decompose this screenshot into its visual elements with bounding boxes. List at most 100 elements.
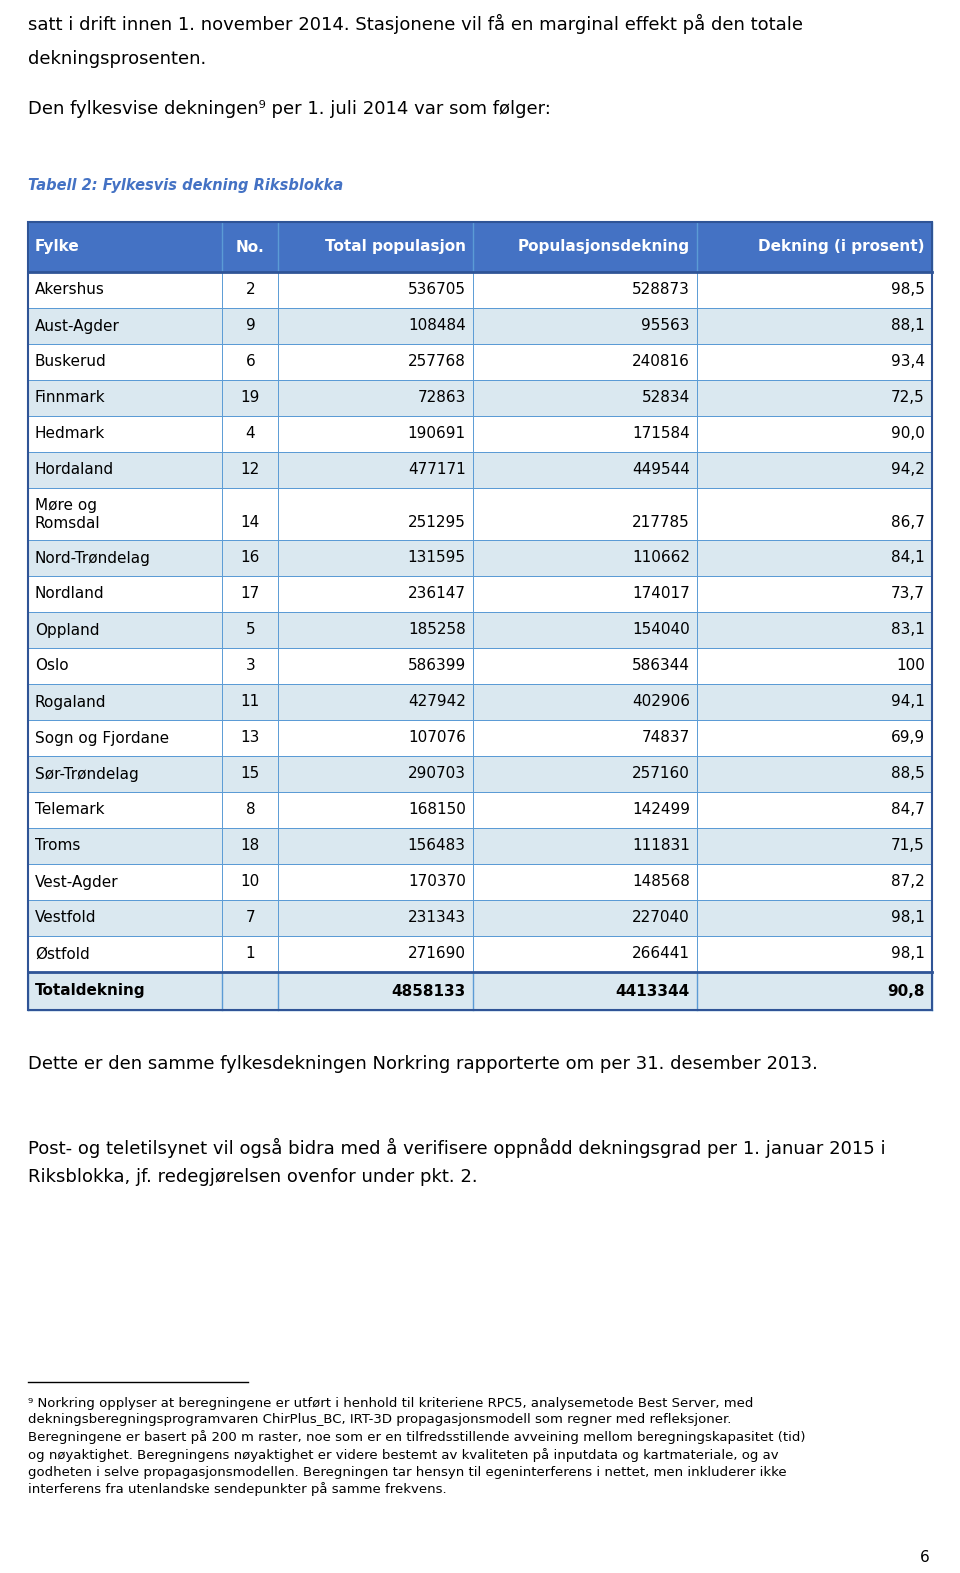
Text: Vest-Agder: Vest-Agder [35, 875, 119, 889]
Text: 100: 100 [896, 659, 925, 673]
Bar [28, 451, 932, 488]
Text: 6: 6 [921, 1549, 930, 1565]
Text: 74837: 74837 [641, 730, 690, 746]
Text: 236147: 236147 [408, 587, 466, 601]
Bar [28, 648, 932, 684]
Text: 217785: 217785 [633, 514, 690, 530]
Text: 8: 8 [246, 802, 255, 818]
Text: 11: 11 [241, 695, 260, 709]
Text: 586399: 586399 [407, 659, 466, 673]
Bar [28, 757, 932, 791]
Bar [28, 972, 932, 1010]
Text: 168150: 168150 [408, 802, 466, 818]
Text: Hedmark: Hedmark [35, 426, 106, 442]
Text: Dette er den samme fylkesdekningen Norkring rapporterte om per 31. desember 2013: Dette er den samme fylkesdekningen Norkr… [28, 1055, 818, 1073]
Bar [28, 720, 932, 757]
Text: 402906: 402906 [632, 695, 690, 709]
Text: 110662: 110662 [632, 551, 690, 566]
Bar [28, 791, 932, 827]
Text: 90,0: 90,0 [891, 426, 925, 442]
Text: 231343: 231343 [408, 911, 466, 925]
Text: 156483: 156483 [408, 838, 466, 854]
Text: Troms: Troms [35, 838, 81, 854]
Text: 69,9: 69,9 [891, 730, 925, 746]
Text: 94,2: 94,2 [891, 462, 925, 478]
Text: 477171: 477171 [408, 462, 466, 478]
Text: 111831: 111831 [632, 838, 690, 854]
Text: 7: 7 [246, 911, 255, 925]
Text: No.: No. [236, 239, 265, 255]
Text: 257160: 257160 [632, 766, 690, 782]
Text: 52834: 52834 [641, 390, 690, 406]
Text: 14: 14 [241, 514, 260, 530]
Text: Totaldekning: Totaldekning [35, 983, 146, 999]
Text: 190691: 190691 [408, 426, 466, 442]
Text: 266441: 266441 [632, 947, 690, 961]
Bar [28, 827, 932, 864]
Text: 16: 16 [241, 551, 260, 566]
Text: 131595: 131595 [408, 551, 466, 566]
Text: 71,5: 71,5 [891, 838, 925, 854]
Text: 170370: 170370 [408, 875, 466, 889]
Text: 98,1: 98,1 [891, 911, 925, 925]
Text: 4858133: 4858133 [392, 983, 466, 999]
Bar [28, 308, 932, 344]
Text: Oslo: Oslo [35, 659, 68, 673]
Text: 72,5: 72,5 [891, 390, 925, 406]
Text: 271690: 271690 [408, 947, 466, 961]
Text: Post- og teletilsynet vil også bidra med å verifisere oppnådd dekningsgrad per 1: Post- og teletilsynet vil også bidra med… [28, 1137, 886, 1158]
Text: Sør-Trøndelag: Sør-Trøndelag [35, 766, 139, 782]
Text: Sogn og Fjordane: Sogn og Fjordane [35, 730, 169, 746]
Text: Rogaland: Rogaland [35, 695, 107, 709]
Text: 108484: 108484 [408, 318, 466, 333]
Bar [28, 612, 932, 648]
Bar [28, 576, 932, 612]
Text: 107076: 107076 [408, 730, 466, 746]
Text: 17: 17 [241, 587, 260, 601]
Text: 86,7: 86,7 [891, 514, 925, 530]
Bar [28, 488, 932, 540]
Text: Nord-Trøndelag: Nord-Trøndelag [35, 551, 151, 566]
Text: 154040: 154040 [633, 623, 690, 637]
Bar [28, 381, 932, 415]
Text: 3: 3 [246, 659, 255, 673]
Text: 185258: 185258 [408, 623, 466, 637]
Text: 12: 12 [241, 462, 260, 478]
Text: 9: 9 [246, 318, 255, 333]
Bar [28, 864, 932, 900]
Text: Møre og: Møre og [35, 499, 97, 513]
Text: 94,1: 94,1 [891, 695, 925, 709]
Bar [28, 415, 932, 451]
Text: Telemark: Telemark [35, 802, 105, 818]
Text: 148568: 148568 [632, 875, 690, 889]
Text: Dekning (i prosent): Dekning (i prosent) [758, 239, 925, 255]
Text: 87,2: 87,2 [891, 875, 925, 889]
Text: Nordland: Nordland [35, 587, 105, 601]
Text: 251295: 251295 [408, 514, 466, 530]
Text: Buskerud: Buskerud [35, 354, 107, 370]
Text: 10: 10 [241, 875, 260, 889]
Text: 536705: 536705 [408, 283, 466, 297]
Text: Østfold: Østfold [35, 947, 89, 961]
Text: 95563: 95563 [641, 318, 690, 333]
Bar [28, 900, 932, 936]
Text: 142499: 142499 [632, 802, 690, 818]
Text: 6: 6 [246, 354, 255, 370]
Text: 227040: 227040 [633, 911, 690, 925]
Text: 2: 2 [246, 283, 255, 297]
Text: Fylke: Fylke [35, 239, 80, 255]
Text: dekningsprosenten.: dekningsprosenten. [28, 50, 206, 68]
Text: 4413344: 4413344 [615, 983, 690, 999]
Text: 73,7: 73,7 [891, 587, 925, 601]
Text: 84,7: 84,7 [891, 802, 925, 818]
Text: 88,1: 88,1 [891, 318, 925, 333]
Text: satt i drift innen 1. november 2014. Stasjonene vil få en marginal effekt på den: satt i drift innen 1. november 2014. Sta… [28, 14, 803, 35]
Bar [28, 344, 932, 381]
Text: 427942: 427942 [408, 695, 466, 709]
Bar [28, 272, 932, 308]
Text: Riksblokka, jf. redegjørelsen ovenfor under pkt. 2.: Riksblokka, jf. redegjørelsen ovenfor un… [28, 1169, 478, 1186]
Text: 528873: 528873 [632, 283, 690, 297]
Text: Populasjonsdekning: Populasjonsdekning [517, 239, 690, 255]
Text: 93,4: 93,4 [891, 354, 925, 370]
Text: Den fylkesvise dekningen⁹ per 1. juli 2014 var som følger:: Den fylkesvise dekningen⁹ per 1. juli 20… [28, 101, 551, 118]
